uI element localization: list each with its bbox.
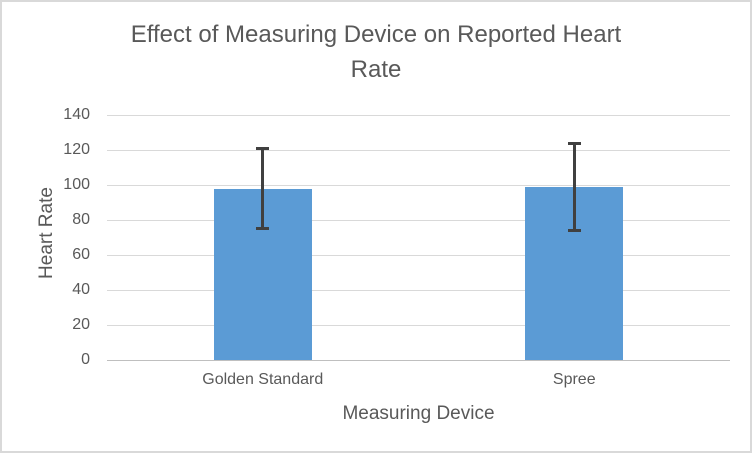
gridline [107,290,730,291]
error-bar-cap-top [567,142,581,145]
y-tick-label: 0 [81,351,90,368]
gridline [107,255,730,256]
chart-title: Effect of Measuring Device on Reported H… [2,17,750,87]
gridline [107,115,730,116]
chart-title-line-1: Effect of Measuring Device on Reported H… [130,21,622,48]
chart-title-line-2: Rate [350,56,402,83]
gridline [107,325,730,326]
x-category-label: Golden Standard [202,371,324,388]
x-axis-title: Measuring Device [342,403,495,424]
x-category-label: Spree [552,371,596,388]
y-tick-label: 60 [72,246,90,263]
y-tick-label: 40 [72,281,90,298]
error-bar-line [261,148,265,229]
y-tick-label: 140 [63,106,90,123]
x-axis-line [107,360,730,361]
y-tick-label: 120 [63,141,90,158]
y-tick-label: 100 [63,176,90,193]
y-tick-label: 20 [72,316,90,333]
gridline [107,150,730,151]
gridline [107,220,730,221]
plot-area [107,115,730,361]
gridline [107,185,730,186]
error-bar-line [572,143,576,231]
error-bar-cap-top [256,147,270,151]
y-tick-label: 80 [72,211,90,228]
error-bar-cap-bottom [256,226,270,230]
error-bar-cap-bottom [567,228,581,232]
